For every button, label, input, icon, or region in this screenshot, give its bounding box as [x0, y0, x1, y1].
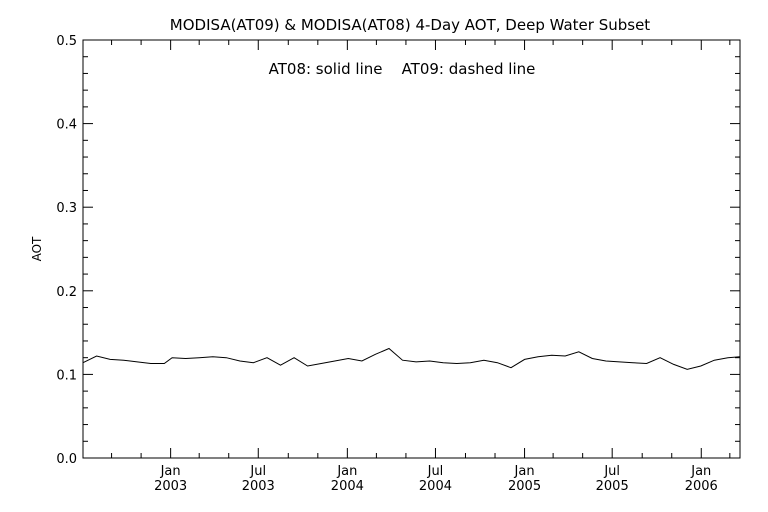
x-tick-label: Jan: [336, 464, 357, 479]
x-tick-label: Jul: [603, 464, 620, 479]
chart-title: MODISA(AT09) & MODISA(AT08) 4-Day AOT, D…: [170, 16, 651, 34]
x-tick-label: Jan: [690, 464, 711, 479]
x-tick-label: 2003: [242, 479, 275, 494]
x-tick-label: 2004: [331, 479, 364, 494]
y-axis-label: AOT: [30, 236, 44, 261]
x-tick-label: Jan: [514, 464, 535, 479]
x-tick-label: 2005: [596, 479, 629, 494]
series-line: [82, 347, 741, 370]
y-tick-label: 0.5: [56, 34, 77, 49]
x-tick-label: Jan: [160, 464, 181, 479]
y-tick-label: 0.4: [56, 118, 77, 133]
y-tick-label: 0.1: [56, 368, 77, 383]
y-tick-label: 0.0: [56, 452, 77, 467]
y-tick-label: 0.3: [56, 201, 77, 216]
axes: 0.00.10.20.30.40.5Jan2003Jul2003Jan2004J…: [56, 34, 740, 494]
x-tick-label: Jul: [249, 464, 266, 479]
plot-frame: [82, 39, 741, 459]
x-tick-label: 2005: [508, 479, 541, 494]
x-tick-label: Jul: [427, 464, 444, 479]
x-tick-label: 2006: [685, 479, 718, 494]
series-group: [82, 347, 741, 370]
y-tick-label: 0.2: [56, 285, 77, 300]
x-tick-label: 2003: [154, 479, 187, 494]
legend-annotation: AT08: solid line AT09: dashed line: [269, 60, 536, 78]
x-tick-label: 2004: [419, 479, 452, 494]
